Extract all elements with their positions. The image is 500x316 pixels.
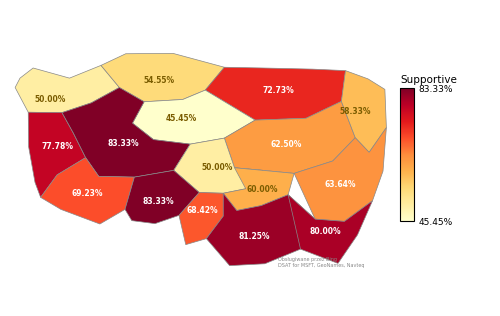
Text: 62.50%: 62.50% — [270, 140, 302, 149]
Polygon shape — [62, 88, 190, 177]
Polygon shape — [15, 65, 120, 112]
Text: 81.25%: 81.25% — [238, 232, 270, 241]
Text: 83.33%: 83.33% — [108, 138, 139, 148]
Text: 72.73%: 72.73% — [263, 86, 294, 95]
Polygon shape — [101, 53, 224, 102]
Polygon shape — [174, 138, 263, 193]
Polygon shape — [179, 192, 224, 245]
Polygon shape — [132, 90, 255, 144]
Text: 69.23%: 69.23% — [72, 189, 104, 198]
Text: 60.00%: 60.00% — [246, 185, 278, 194]
Text: 45.45%: 45.45% — [166, 114, 197, 123]
Polygon shape — [40, 158, 134, 224]
Text: 68.42%: 68.42% — [186, 206, 218, 215]
Text: 50.00%: 50.00% — [201, 163, 232, 172]
Polygon shape — [294, 128, 386, 222]
Polygon shape — [206, 67, 346, 120]
Text: 58.33%: 58.33% — [340, 106, 372, 116]
Text: 80.00%: 80.00% — [310, 227, 342, 236]
Text: 50.00%: 50.00% — [34, 95, 66, 104]
Polygon shape — [125, 170, 199, 224]
Text: Obsługiwane przez Bing
DSAT for MSFT, GeoNames, Navteq: Obsługiwane przez Bing DSAT for MSFT, Ge… — [278, 257, 364, 268]
Polygon shape — [224, 101, 356, 173]
Polygon shape — [28, 112, 86, 198]
Text: 54.55%: 54.55% — [143, 76, 174, 85]
Text: 83.33%: 83.33% — [143, 198, 174, 206]
Polygon shape — [342, 70, 386, 152]
Text: 63.64%: 63.64% — [325, 180, 356, 189]
Polygon shape — [224, 168, 294, 210]
Polygon shape — [206, 193, 315, 266]
Polygon shape — [288, 195, 372, 263]
Text: 77.78%: 77.78% — [42, 142, 74, 151]
Text: Supportive: Supportive — [400, 75, 457, 85]
